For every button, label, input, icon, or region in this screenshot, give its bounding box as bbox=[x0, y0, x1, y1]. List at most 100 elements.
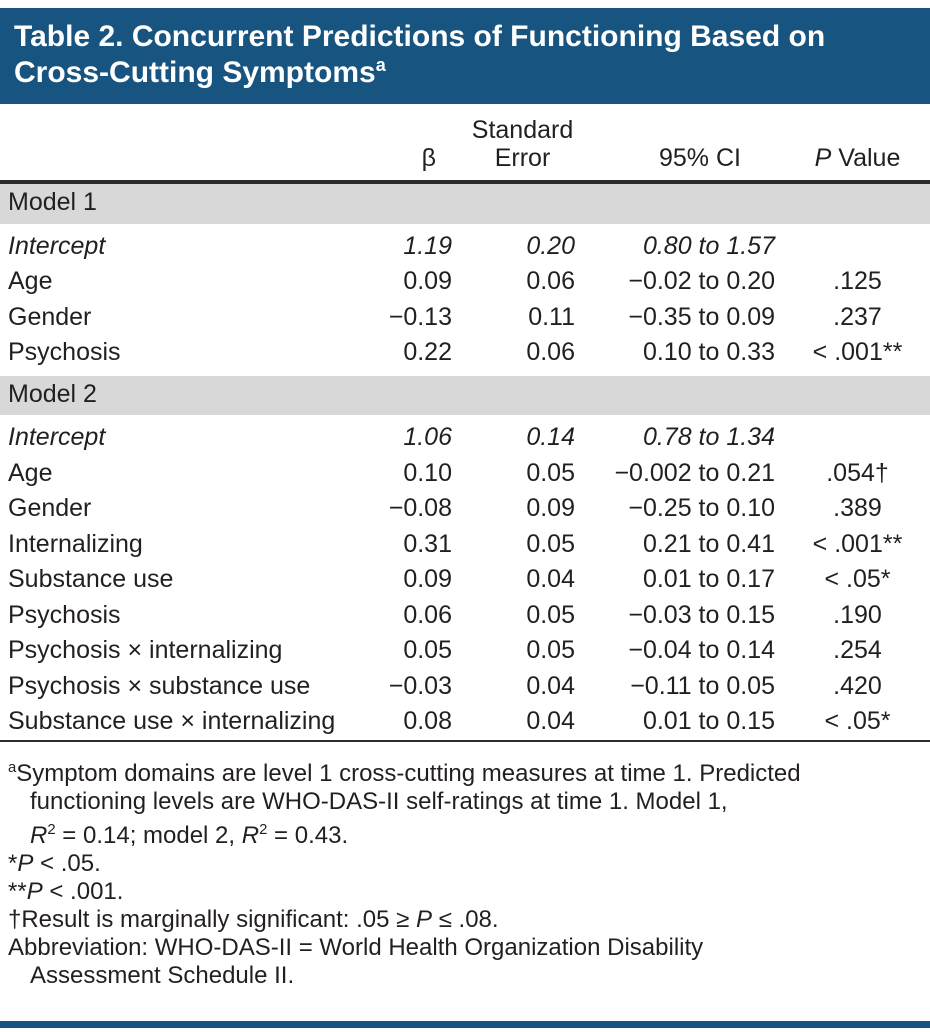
cell-se: 0.09 bbox=[526, 494, 575, 522]
row-m2-substance-use: Substance use 0.09 0.04 0.01 to 0.17 < .… bbox=[0, 562, 930, 598]
row-m1-psychosis: Psychosis 0.22 0.06 0.10 to 0.33 < .001*… bbox=[0, 335, 930, 373]
footnote-a-marker: a bbox=[8, 759, 17, 776]
cell-beta: 0.09 bbox=[403, 565, 452, 593]
cell-p: < .001** bbox=[812, 338, 903, 366]
footnote-a-text1: Symptom domains are level 1 cross-cuttin… bbox=[16, 759, 801, 787]
footnote-abbreviation-line2: Assessment Schedule II. bbox=[30, 961, 295, 989]
double-asterisk-marker: ** bbox=[8, 877, 27, 905]
cell-p bbox=[785, 224, 930, 265]
r-squared-symbol: R bbox=[241, 821, 260, 849]
footnote-a-text3-end: = 0.43. bbox=[267, 821, 349, 849]
footnote-abbreviation: Abbreviation: WHO-DAS-II = World Health … bbox=[8, 934, 922, 990]
cell-ci: −0.02 to 0.20 bbox=[628, 267, 775, 295]
cell-p: < .001** bbox=[812, 529, 903, 558]
row-m2-age: Age 0.10 0.05 −0.002 to 0.21 .054† bbox=[0, 456, 930, 492]
cell-beta: 0.08 bbox=[403, 707, 452, 735]
table-title-footnote-marker: a bbox=[375, 55, 386, 75]
cell-label: Gender bbox=[8, 494, 92, 522]
row-m2-intercept: Intercept 1.06 0.14 0.78 to 1.34 bbox=[0, 415, 930, 456]
cell-label: Internalizing bbox=[8, 529, 143, 558]
cell-beta: 0.10 bbox=[403, 458, 452, 487]
footnote-asterisk-text: < .05. bbox=[33, 849, 101, 877]
italic-p: P bbox=[17, 849, 34, 877]
cell-beta: −0.08 bbox=[388, 494, 452, 522]
cell-label: Intercept bbox=[8, 423, 106, 451]
table-title-line2: Cross-Cutting Symptoms bbox=[14, 56, 376, 89]
cell-beta: 0.31 bbox=[403, 529, 452, 558]
cell-ci: 0.21 to 0.41 bbox=[642, 529, 775, 558]
cell-p: .125 bbox=[833, 267, 882, 295]
row-m2-internalizing: Internalizing 0.31 0.05 0.21 to 0.41 < .… bbox=[0, 527, 930, 563]
cell-label: Intercept bbox=[8, 231, 106, 260]
cell-p: .190 bbox=[833, 600, 882, 629]
cell-se: 0.06 bbox=[526, 338, 575, 366]
cell-beta: 0.06 bbox=[403, 600, 452, 629]
cell-p: < .05* bbox=[824, 565, 891, 593]
cell-label: Substance use bbox=[8, 565, 174, 593]
cell-se: 0.05 bbox=[526, 458, 575, 487]
cell-label: Gender bbox=[8, 302, 92, 331]
cell-ci: −0.25 to 0.10 bbox=[628, 494, 775, 522]
table-title-banner: Table 2. Concurrent Predictions of Funct… bbox=[0, 8, 930, 104]
cell-beta: −0.13 bbox=[388, 302, 452, 331]
cell-beta: 1.06 bbox=[403, 423, 452, 451]
section-label-model-2: Model 2 bbox=[0, 370, 930, 415]
cell-se: 0.20 bbox=[526, 231, 575, 260]
cell-ci: 0.80 to 1.57 bbox=[642, 231, 775, 260]
cell-p: < .05* bbox=[824, 707, 891, 735]
footnote-double-asterisk-text: < .001. bbox=[42, 877, 124, 905]
section-header-model-2: Model 2 bbox=[0, 370, 930, 415]
cell-se: 0.11 bbox=[528, 302, 575, 331]
section-label-model-1: Model 1 bbox=[0, 182, 930, 224]
column-header-empty bbox=[0, 104, 355, 182]
cell-ci: −0.002 to 0.21 bbox=[614, 458, 775, 487]
row-m1-gender: Gender −0.13 0.11 −0.35 to 0.09 .237 bbox=[0, 300, 930, 336]
cell-se: 0.05 bbox=[526, 529, 575, 558]
column-header-p-value: P Value bbox=[785, 104, 930, 182]
cell-label: Substance use × internalizing bbox=[8, 707, 336, 735]
italic-p: P bbox=[416, 905, 433, 933]
footnote-single-asterisk: *P < .05. bbox=[8, 850, 922, 878]
column-header-row: β Standard Error 95% CI P Value bbox=[0, 104, 930, 182]
footnote-a-text3-mid: = 0.14; model 2, bbox=[55, 821, 242, 849]
cell-label: Psychosis bbox=[8, 338, 121, 366]
cell-beta: 0.05 bbox=[403, 636, 452, 664]
footnote-a-line2: functioning levels are WHO-DAS-II self-r… bbox=[30, 787, 728, 815]
cell-ci: −0.04 to 0.14 bbox=[628, 636, 775, 664]
column-header-beta: β bbox=[421, 144, 436, 172]
p-value-italic-p: P bbox=[814, 144, 832, 172]
cell-label: Age bbox=[8, 458, 53, 487]
section-header-model-1: Model 1 bbox=[0, 182, 930, 224]
cell-ci: −0.35 to 0.09 bbox=[628, 302, 775, 331]
row-m2-psychosis-x-internalizing: Psychosis × internalizing 0.05 0.05 −0.0… bbox=[0, 633, 930, 669]
cell-ci: 0.01 to 0.15 bbox=[642, 707, 775, 735]
p-value-rest: Value bbox=[831, 144, 901, 172]
cell-ci: −0.03 to 0.15 bbox=[628, 600, 775, 629]
cell-p: .420 bbox=[833, 671, 882, 700]
bottom-rule bbox=[0, 1021, 930, 1028]
cell-label: Psychosis × internalizing bbox=[8, 636, 283, 664]
row-m2-psychosis-x-substance-use: Psychosis × substance use −0.03 0.04 −0.… bbox=[0, 669, 930, 705]
cell-beta: 0.09 bbox=[403, 267, 452, 295]
column-header-ci: 95% CI bbox=[659, 144, 741, 172]
row-m2-psychosis: Psychosis 0.06 0.05 −0.03 to 0.15 .190 bbox=[0, 598, 930, 634]
row-m1-age: Age 0.09 0.06 −0.02 to 0.20 .125 bbox=[0, 264, 930, 300]
cell-se: 0.04 bbox=[526, 707, 575, 735]
footnote-a: aSymptom domains are level 1 cross-cutti… bbox=[8, 754, 922, 850]
standard-error-line2: Error bbox=[494, 144, 551, 172]
cell-se: 0.05 bbox=[526, 636, 575, 664]
row-m2-gender: Gender −0.08 0.09 −0.25 to 0.10 .389 bbox=[0, 491, 930, 527]
asterisk-marker: * bbox=[8, 849, 18, 877]
footnotes: aSymptom domains are level 1 cross-cutti… bbox=[0, 742, 930, 990]
footnote-a-line1: aSymptom domains are level 1 cross-cutti… bbox=[8, 754, 922, 788]
row-m2-substance-use-x-internalizing: Substance use × internalizing 0.08 0.04 … bbox=[0, 704, 930, 741]
row-m1-intercept: Intercept 1.19 0.20 0.80 to 1.57 bbox=[0, 224, 930, 265]
footnote-dagger-text1: †Result is marginally significant: .05 ≥ bbox=[8, 905, 417, 933]
cell-label: Age bbox=[8, 267, 53, 295]
r-squared-exponent: 2 bbox=[259, 821, 268, 838]
cell-p: .389 bbox=[833, 494, 882, 522]
results-table: β Standard Error 95% CI P Value Model 1 … bbox=[0, 104, 930, 742]
cell-p: .237 bbox=[833, 302, 882, 331]
footnote-abbreviation-line1: Abbreviation: WHO-DAS-II = World Health … bbox=[8, 933, 704, 961]
cell-beta: −0.03 bbox=[388, 671, 452, 700]
